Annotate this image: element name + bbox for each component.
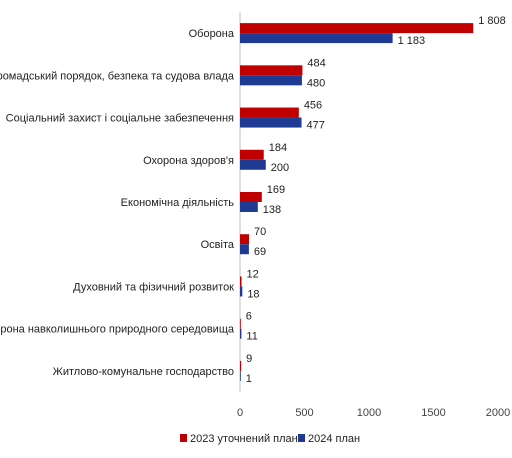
data-label: 138 [263,204,281,216]
bar-2024 [240,370,241,381]
category-label: Духовний та фізичний розвиток [73,281,234,293]
category-label: Освіта [201,239,235,251]
legend-swatch [180,434,187,442]
bar-2024 [240,328,242,339]
x-tick-label: 0 [237,407,243,419]
bar-2024 [240,244,249,255]
bar-2023 [240,234,250,245]
category-label: Оборона [189,28,235,40]
x-tick-label: 1500 [421,407,445,419]
legend-label: 2024 план [308,433,360,445]
bar-2023 [240,65,303,76]
bar-2023 [240,318,241,329]
legend: 2023 уточнений план 2024 план [180,433,360,445]
data-label: 484 [307,57,325,69]
bar-2024 [240,33,393,44]
plot-area: Оборона 1 808 1 183 Громадський порядок, бе… [0,12,510,419]
bar-2023 [240,360,242,371]
data-label: 9 [246,353,252,365]
data-label: 11 [246,331,257,343]
data-label: 200 [271,162,289,174]
data-label: 1 808 [478,15,506,27]
data-label: 18 [247,288,259,300]
data-label: 1 183 [398,35,426,47]
data-label: 6 [246,311,252,323]
data-label: 184 [269,142,287,154]
bar-2024 [240,75,302,86]
category-label: Соціальний захист і соціальне забезпечен… [6,113,234,125]
data-label: 456 [304,100,322,112]
data-label: 169 [267,184,285,196]
bar-2023 [240,107,299,118]
category-label: Охорона навколишнього природного середов… [0,324,235,336]
bar-2023 [240,192,262,202]
category-label: Економічна діяльність [121,197,235,209]
bar-2024 [240,202,258,212]
bar-2023 [240,149,264,160]
bar-2023 [240,23,474,34]
data-label: 477 [307,120,325,132]
data-label: 1 [246,373,252,385]
bar-2023 [240,276,242,287]
legend-label: 2023 уточнений план [190,433,298,445]
category-label: Громадський порядок, безпека та судова в… [0,70,235,82]
x-tick-label: 1000 [357,407,381,419]
legend-swatch [298,434,305,442]
data-label: 70 [254,226,266,238]
bar-2024 [240,159,266,170]
bar-2024 [240,117,302,128]
x-tick-label: 500 [295,407,313,419]
data-label: 69 [254,246,266,258]
x-tick-label: 2000 [486,407,510,419]
data-label: 480 [307,77,325,89]
data-label: 12 [247,268,259,280]
category-label: Житлово-комунальне господарство [53,366,234,378]
category-label: Охорона здоров'я [143,155,234,167]
bar-2024 [240,286,243,297]
